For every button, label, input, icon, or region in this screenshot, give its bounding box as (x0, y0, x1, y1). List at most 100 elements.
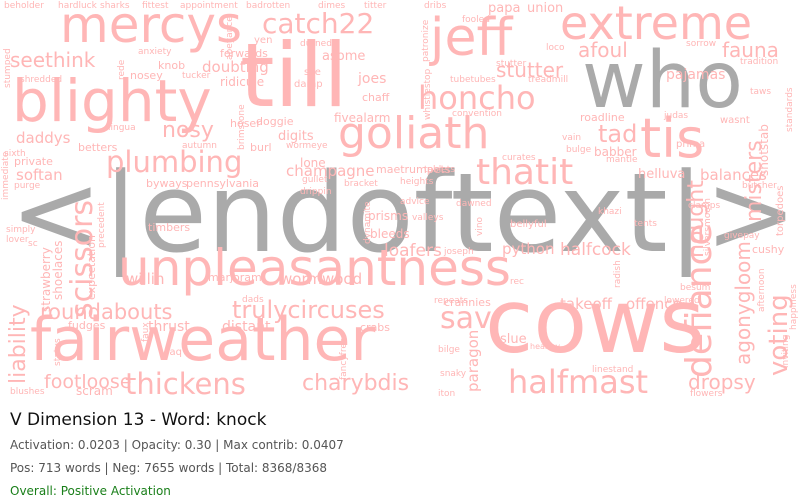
word: inviting (781, 334, 791, 368)
word: byways (146, 177, 188, 190)
word: digits (278, 129, 314, 144)
word: faux (141, 322, 151, 342)
word: wormeye (286, 141, 328, 151)
word: clamps (688, 201, 721, 211)
word: sorrow (686, 39, 717, 49)
word: dimes (318, 1, 346, 11)
word: doubting (202, 58, 269, 76)
word: dads (242, 295, 264, 305)
word: takeoff (560, 295, 612, 313)
word: happiness (789, 284, 799, 330)
word: forwards (220, 47, 268, 60)
word: patronize (421, 19, 431, 62)
word: marjoram (208, 271, 262, 284)
word: maetrumpets (376, 163, 451, 176)
word: goliath (338, 108, 490, 159)
word: helluva (638, 167, 686, 182)
word: softan (16, 166, 63, 184)
word: doggie (256, 115, 294, 128)
word: expectation (85, 234, 98, 300)
word: yen (254, 35, 273, 46)
word: seethink (10, 48, 96, 72)
word: butcher (742, 181, 777, 191)
word: linestand (592, 365, 634, 375)
panel-title: V Dimension 13 - Word: knock (10, 410, 267, 430)
word: betters (78, 141, 118, 154)
word: healthy (530, 342, 561, 351)
word: wormwood (280, 270, 363, 288)
word: anxiety (138, 47, 172, 57)
word: standards (785, 87, 795, 132)
word: agonygloom (731, 241, 755, 365)
word: papa (488, 1, 521, 16)
word: prima (676, 139, 706, 150)
word: stumped (3, 48, 13, 88)
word: prisms (368, 209, 409, 223)
word: cows (485, 270, 706, 373)
word: fivealarm (334, 111, 391, 125)
word: simply (6, 225, 36, 235)
word: drippin (300, 187, 332, 197)
word: fittest (142, 1, 169, 11)
word: balances (700, 166, 767, 184)
word: lowered (664, 296, 700, 306)
word: knob (158, 59, 186, 72)
word: shoelaces (51, 240, 65, 300)
word: till (240, 24, 348, 127)
word: vino (475, 216, 485, 236)
word: dropsy (688, 370, 756, 394)
word: mantle (606, 155, 638, 165)
info-panel: V Dimension 13 - Word: knock Activation:… (10, 410, 790, 498)
word: badrotten (246, 1, 291, 11)
word: bulge (566, 145, 592, 155)
word: slue (500, 332, 527, 347)
word: halfmast (508, 363, 649, 401)
word: purge (14, 181, 41, 191)
word: honcho (418, 79, 536, 117)
word: damp (294, 79, 323, 90)
word: lingua (108, 123, 136, 133)
word: trulycircuses (232, 296, 385, 324)
word: extreme (560, 0, 753, 50)
word-cloud: <|endoftext|> who cows fairweather unple… (1, 0, 799, 401)
word: stutter (496, 59, 527, 69)
word: liability (6, 304, 31, 384)
word: tad (598, 120, 638, 148)
word: joes (358, 71, 387, 87)
word: loafers (384, 241, 442, 261)
word: radish (613, 260, 623, 288)
word: treadmill (528, 75, 569, 85)
word: faq (166, 347, 182, 358)
word: tucker (182, 71, 211, 81)
word: titter (364, 1, 387, 11)
word: tents (634, 219, 657, 229)
word: bellyful (510, 219, 547, 230)
word: tablets (424, 165, 456, 175)
word: abeyance (225, 16, 235, 60)
word: afternoon (757, 268, 767, 312)
word: heights (400, 177, 434, 187)
word: pajamas (666, 67, 726, 83)
word: autumn (182, 141, 217, 151)
word: shredded (20, 75, 63, 85)
word: sce (304, 67, 321, 78)
word: lover (6, 235, 29, 245)
word: durned (300, 39, 332, 49)
word: appointment (180, 1, 238, 11)
word: dynamite (363, 201, 373, 244)
word: lone (300, 156, 326, 170)
word: curates (502, 153, 536, 163)
word: timbers (148, 221, 191, 234)
word: unpleasantness (118, 239, 511, 297)
word: who (582, 36, 743, 126)
word: ridicule (220, 75, 265, 89)
word: givepay (724, 231, 760, 241)
word: thrust (148, 319, 190, 335)
word: sav (440, 301, 492, 336)
overall-activation-label: Overall: Positive Activation (10, 484, 171, 498)
word: shotstab (757, 124, 771, 176)
word: daddys (16, 129, 71, 147)
word: rec (510, 277, 524, 287)
word: fairweather (30, 305, 376, 375)
word: torpedoes (775, 185, 786, 236)
